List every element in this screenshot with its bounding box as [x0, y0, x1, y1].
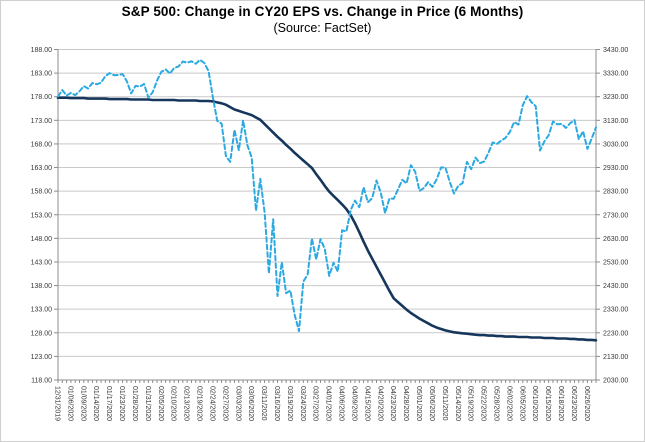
right-axis-label: 2130.00 — [603, 354, 628, 361]
x-axis-label: 02/13/2020 — [183, 386, 190, 421]
left-axis-label: 133.00 — [31, 307, 53, 314]
x-axis-label: 01/28/2020 — [131, 386, 138, 421]
right-axis-label: 3330.00 — [603, 71, 628, 78]
right-axis-label: 2330.00 — [603, 307, 628, 314]
x-axis-label: 02/27/2020 — [221, 386, 228, 421]
x-axis-label: 06/23/2020 — [570, 386, 577, 421]
left-axis-label: 168.00 — [31, 141, 53, 148]
x-axis-label: 05/11/2020 — [441, 386, 448, 421]
right-axis-label: 3030.00 — [603, 141, 628, 148]
left-axis-label: 148.00 — [31, 236, 53, 243]
left-axis-label: 178.00 — [31, 94, 53, 101]
x-axis-label: 03/19/2020 — [286, 386, 293, 421]
x-axis-label: 04/01/2020 — [325, 386, 332, 421]
x-axis-label: 04/28/2020 — [402, 386, 409, 421]
x-axis-label: 05/19/2020 — [467, 386, 474, 421]
left-axis-label: 183.00 — [31, 71, 53, 78]
left-axis-label: 163.00 — [31, 165, 53, 172]
left-axis-label: 173.00 — [31, 118, 53, 125]
x-axis-label: 04/20/2020 — [376, 386, 383, 421]
x-axis-label: 02/05/2020 — [157, 386, 164, 421]
right-axis-label: 2830.00 — [603, 189, 628, 196]
x-axis-label: 04/09/2020 — [350, 386, 357, 421]
chart-subtitle: (Source: FactSet) — [273, 21, 372, 35]
x-axis-label: 05/28/2020 — [493, 386, 500, 421]
left-axis-label: 118.00 — [31, 378, 52, 385]
x-axis-label: 02/24/2020 — [208, 386, 215, 421]
right-axis-label: 3130.00 — [603, 118, 628, 125]
x-axis-label: 06/26/2020 — [583, 386, 590, 421]
right-axis-label: 2730.00 — [603, 212, 628, 219]
x-axis-label: 06/02/2020 — [505, 386, 512, 421]
right-axis-label: 2530.00 — [603, 259, 628, 266]
left-axis-label: 153.00 — [31, 212, 53, 219]
x-axis-label: 03/11/2020 — [260, 386, 267, 421]
x-axis-label: 01/14/2020 — [92, 386, 99, 421]
x-axis-label: 03/16/2020 — [273, 386, 280, 421]
right-axis-label: 2030.00 — [603, 378, 628, 385]
x-axis-label: 01/17/2020 — [105, 386, 112, 421]
left-axis-label: 188.00 — [31, 47, 53, 54]
right-axis-label: 3430.00 — [603, 47, 628, 54]
x-axis-label: 05/06/2020 — [428, 386, 435, 421]
eps-line-series — [56, 96, 598, 342]
x-axis-label: 04/23/2020 — [389, 386, 396, 421]
x-axis-label: 02/19/2020 — [196, 386, 203, 421]
x-axis-label: 06/15/2020 — [544, 386, 551, 421]
left-axis-label: 138.00 — [31, 283, 53, 290]
x-axis-label: 04/15/2020 — [363, 386, 370, 421]
left-axis-label: 128.00 — [31, 330, 53, 337]
x-axis-label: 06/10/2020 — [531, 386, 538, 421]
right-axis-label: 2430.00 — [603, 283, 628, 290]
x-axis-label: 05/14/2020 — [454, 386, 461, 421]
x-axis-label: 05/01/2020 — [415, 386, 422, 421]
x-axis-label: 01/23/2020 — [118, 386, 125, 421]
x-axis-label: 02/10/2020 — [170, 386, 177, 421]
x-axis-label: 06/05/2020 — [518, 386, 525, 421]
chart-title: S&P 500: Change in CY20 EPS vs. Change i… — [121, 4, 524, 19]
price-line-series — [57, 58, 597, 333]
x-axis-label: 12/31/2019 — [54, 386, 61, 421]
x-axis-label: 06/18/2020 — [557, 386, 564, 421]
x-axis-label: 05/22/2020 — [480, 386, 487, 421]
right-axis-label: 2930.00 — [603, 165, 628, 172]
x-axis-label: 01/09/2020 — [79, 386, 86, 421]
x-axis-label: 04/06/2020 — [338, 386, 345, 421]
x-axis-label: 03/06/2020 — [247, 386, 254, 421]
left-axis-label: 158.00 — [31, 189, 53, 196]
right-axis-label: 2630.00 — [603, 236, 628, 243]
x-axis-label: 01/06/2020 — [66, 386, 73, 421]
right-axis-label: 3230.00 — [603, 94, 628, 101]
left-axis-label: 143.00 — [31, 259, 53, 266]
x-axis-label: 03/03/2020 — [234, 386, 241, 421]
right-axis-label: 2230.00 — [603, 330, 628, 337]
x-axis-label: 03/24/2020 — [299, 386, 306, 421]
x-axis-label: 01/31/2020 — [144, 386, 151, 421]
left-axis-label: 123.00 — [31, 354, 53, 361]
x-axis-label: 03/27/2020 — [312, 386, 319, 421]
